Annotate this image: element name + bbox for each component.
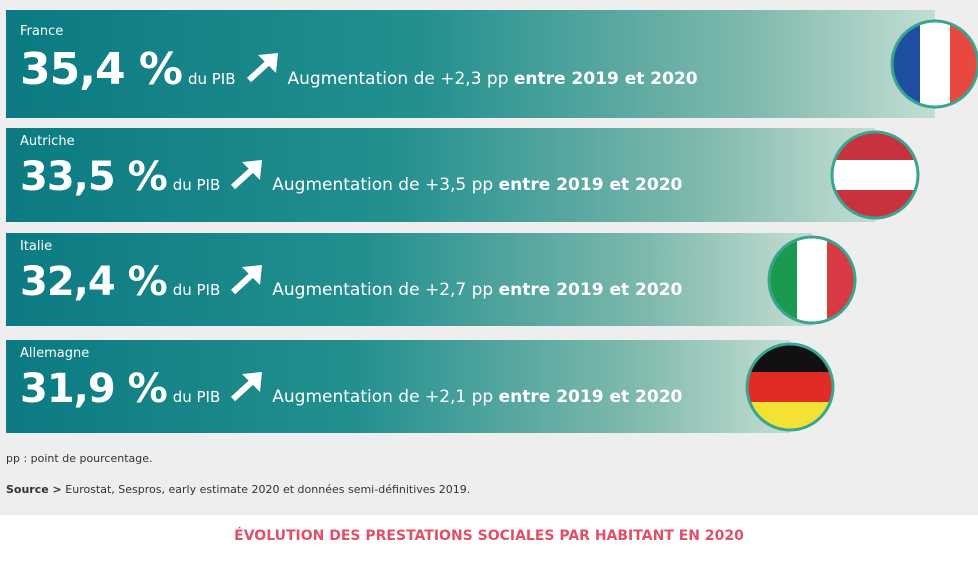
period: entre 2019 et 2020 [513, 69, 698, 89]
arrow-icon [246, 52, 280, 87]
flag-icon [890, 19, 978, 109]
arrow [231, 160, 263, 190]
change: Augmentation de +2,3 pp entre 2019 et 20… [288, 69, 698, 89]
country-label: Italie [20, 239, 53, 254]
source: Source > Eurostat, Sespros, early estima… [6, 483, 470, 496]
arrow [246, 52, 278, 82]
note: pp : point de pourcentage. [6, 452, 153, 465]
change-text: Augmentation de +2,3 pp [287, 69, 509, 89]
row-bar: Italie 32,4 % du PIB Augmentation de +2,7 p… [6, 233, 812, 326]
country-label: Autriche [20, 134, 75, 149]
row-bar: Autriche 33,5 % du PIB Augmentation de +3,5… [6, 128, 875, 222]
flag [745, 342, 835, 432]
arrow-icon [230, 265, 264, 299]
change-text: Augmentation de +2,1 pp [272, 387, 494, 407]
row-bar: France 35,4 % du PIB Augmentation de +2,3 p… [6, 10, 935, 118]
change: Augmentation de +2,7 pp entre 2019 et 20… [272, 280, 682, 300]
value: 32,4 % [20, 259, 168, 305]
source-label: Source > [6, 483, 62, 496]
arrow [231, 372, 263, 402]
country-label: France [20, 24, 64, 39]
unit: du PIB [172, 176, 221, 194]
section-title: ÉVOLUTION DES PRESTATIONS SOCIALES PAR H… [234, 528, 744, 544]
flag-icon [745, 342, 835, 431]
flag-icon [767, 235, 857, 324]
value: 35,4 % [20, 44, 183, 95]
flag [830, 130, 920, 220]
change-text: Augmentation de +3,5 pp [272, 175, 494, 195]
row-main: 32,4 % du PIB Augmentation de +2,7 pp entr… [20, 259, 682, 305]
arrow-icon [230, 160, 264, 194]
flag [890, 19, 978, 109]
unit: du PIB [172, 281, 221, 299]
arrow [231, 265, 263, 295]
flag [767, 235, 857, 325]
unit: du PIB [187, 70, 236, 88]
value: 33,5 % [20, 154, 168, 200]
value: 31,9 % [20, 366, 168, 412]
flag-icon [830, 130, 920, 220]
change: Augmentation de +2,1 pp entre 2019 et 20… [272, 387, 682, 407]
source-text: Eurostat, Sespros, early estimate 2020 e… [65, 483, 471, 496]
row-main: 31,9 % du PIB Augmentation de +2,1 pp entr… [20, 366, 682, 412]
row-main: 35,4 % du PIB Augmentation de +2,3 pp entr… [20, 44, 698, 95]
period: entre 2019 et 2020 [498, 280, 683, 300]
arrow-icon [230, 372, 264, 406]
country-label: Allemagne [20, 346, 90, 361]
row-bar: Allemagne 31,9 % du PIB Augmentation de +2,… [6, 340, 790, 433]
change: Augmentation de +3,5 pp entre 2019 et 20… [272, 175, 682, 195]
unit: du PIB [172, 388, 221, 406]
period: entre 2019 et 2020 [498, 175, 683, 195]
period: entre 2019 et 2020 [498, 387, 683, 407]
change-text: Augmentation de +2,7 pp [272, 280, 494, 300]
row-main: 33,5 % du PIB Augmentation de +3,5 pp entr… [20, 154, 682, 200]
